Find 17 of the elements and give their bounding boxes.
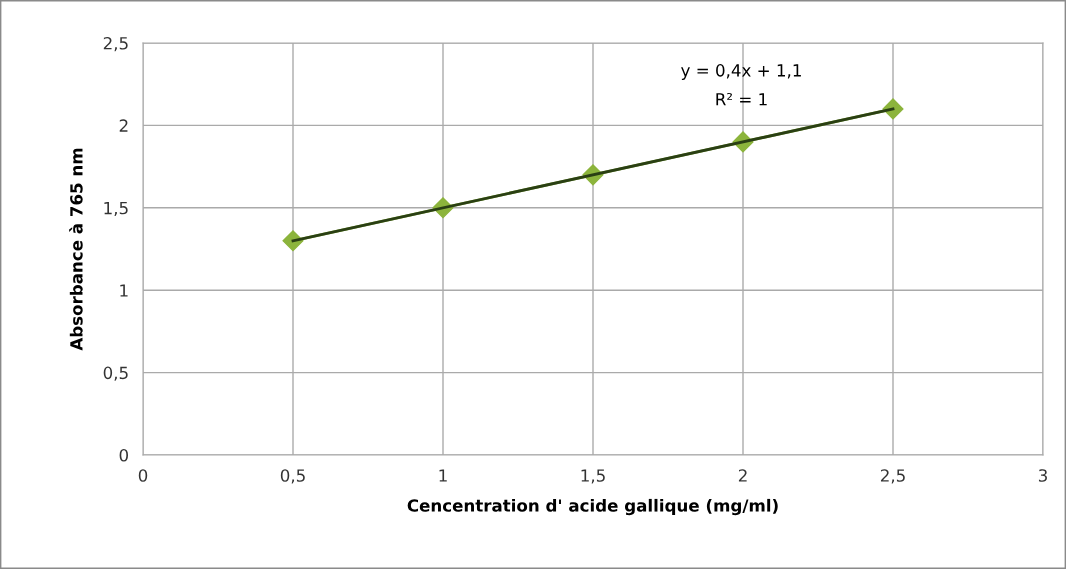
- x-tick-label: 3: [1038, 469, 1047, 482]
- x-tick-label: 0,5: [280, 469, 305, 484]
- y-tick-label: 0,5: [103, 366, 128, 381]
- y-tick-label: 0: [119, 448, 128, 462]
- x-tick-label: 1,5: [581, 469, 605, 484]
- y-tick-label: 1: [120, 284, 128, 297]
- x-tick-label: 2,5: [880, 469, 905, 484]
- x-tick-label: 1: [439, 469, 447, 482]
- x-axis-title: Cencentration d' acide gallique (mg/ml): [407, 498, 778, 516]
- y-tick-label: 1,5: [104, 201, 128, 217]
- annotation: R² = 1: [716, 92, 767, 106]
- x-tick-label: 2: [738, 469, 747, 482]
- y-axis-title: Absorbance à 765 nm: [69, 148, 83, 351]
- x-tick-label: 0: [138, 469, 148, 482]
- y-tick-label: 2: [119, 119, 128, 132]
- y-tick-label: 2,5: [103, 36, 128, 52]
- annotation: y = 0,4x + 1,1: [681, 64, 801, 80]
